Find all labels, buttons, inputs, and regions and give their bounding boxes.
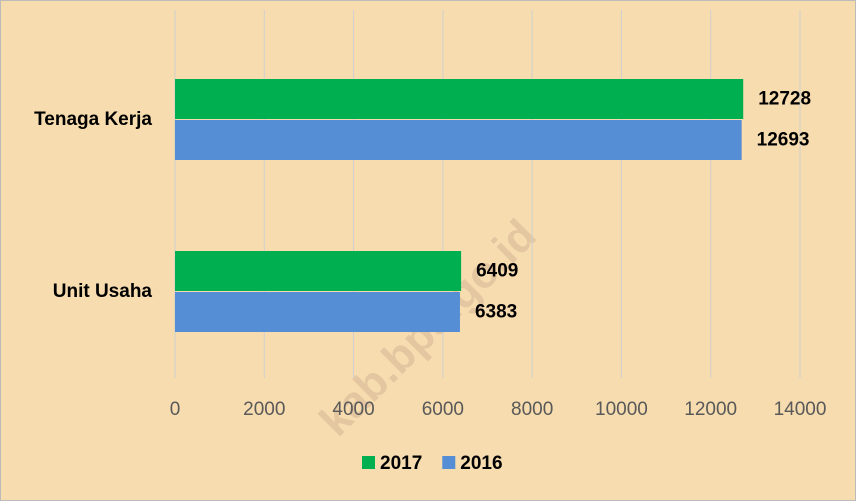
- category-label: Tenaga Kerja: [34, 109, 152, 130]
- x-tick-label: 4000: [332, 399, 374, 420]
- value-label: 12693: [757, 130, 810, 151]
- legend-label: 2017: [380, 453, 422, 474]
- category-label: Unit Usaha: [53, 281, 153, 302]
- legend-swatch: [442, 456, 455, 469]
- bar: [175, 79, 743, 119]
- value-label: 6383: [475, 302, 517, 323]
- legend-swatch: [362, 456, 375, 469]
- value-label: 6409: [476, 261, 518, 282]
- x-tick-label: 10000: [595, 399, 648, 420]
- x-tick-label: 2000: [243, 399, 285, 420]
- background: [0, 0, 856, 501]
- value-label: 12728: [758, 89, 811, 110]
- bar: [175, 292, 460, 332]
- x-tick-label: 0: [170, 399, 181, 420]
- x-tick-label: 8000: [511, 399, 553, 420]
- chart: kab.bps.go.id 02000400060008000100001200…: [0, 0, 856, 501]
- x-tick-label: 14000: [774, 399, 827, 420]
- bar: [175, 120, 742, 160]
- x-tick-label: 12000: [684, 399, 737, 420]
- legend-label: 2016: [460, 453, 502, 474]
- bar: [175, 251, 461, 291]
- x-tick-label: 6000: [422, 399, 464, 420]
